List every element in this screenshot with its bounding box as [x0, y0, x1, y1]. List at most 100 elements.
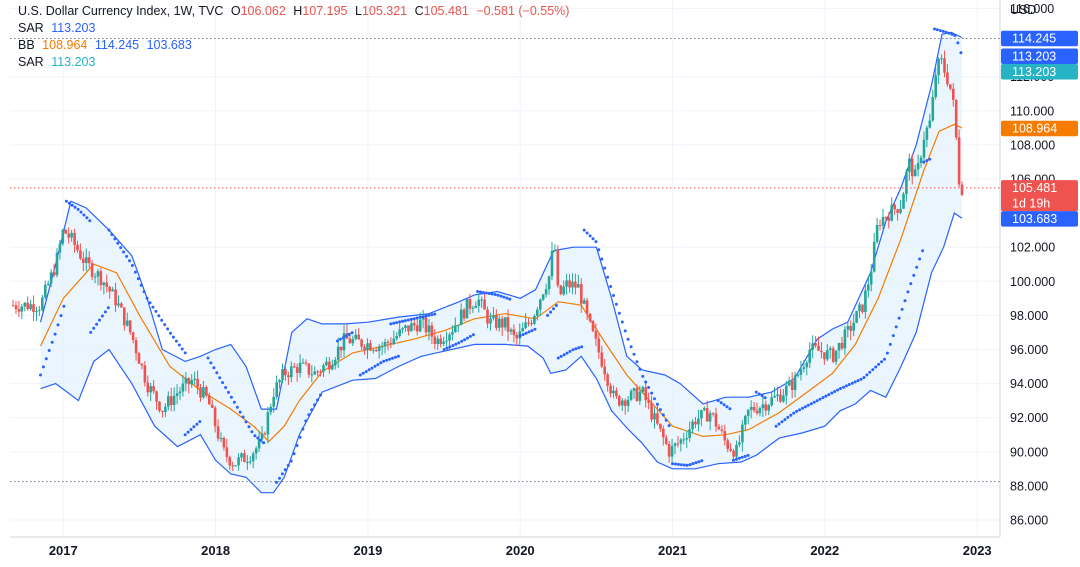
candle-body [943, 58, 946, 73]
sar-dot [554, 304, 558, 307]
sar-dot [76, 207, 80, 211]
legend-sar2-row[interactable]: SAR 113.203 [18, 54, 569, 71]
sar-dot [635, 360, 639, 364]
candle-body [336, 346, 340, 360]
y-tick-label: 108.000 [1010, 138, 1055, 152]
candle-body [196, 378, 199, 388]
candle-body [884, 217, 888, 219]
sar-dot [552, 307, 555, 311]
candle-body [17, 309, 21, 312]
price-badge-bg [1001, 30, 1078, 47]
high-value: 107.195 [302, 4, 348, 18]
sar-dot [953, 34, 957, 37]
candle-body [49, 272, 53, 284]
candle-body [407, 325, 410, 332]
candle-body [240, 453, 243, 458]
price-badge-bg [1001, 64, 1078, 80]
close-label: C [414, 4, 424, 18]
candle-body [729, 448, 732, 451]
sar-dot [786, 415, 790, 419]
candle-body [316, 371, 319, 373]
candle-body [828, 348, 832, 350]
candle-body [254, 448, 258, 454]
sar-dot [253, 434, 257, 438]
price-badge-subtext: 1d 19h [1012, 197, 1050, 211]
candle-body [960, 184, 964, 195]
sar-dot [682, 463, 686, 467]
sar-dot [728, 407, 732, 411]
candle-body [208, 395, 211, 405]
sar-dot [626, 337, 630, 341]
candle-body [890, 204, 893, 221]
candle-body [679, 439, 683, 444]
sar-dot [582, 228, 586, 232]
candle-body [612, 390, 615, 394]
sar-dot [148, 301, 152, 305]
sar-dot [142, 290, 146, 294]
sar-dot [139, 283, 143, 287]
candle-body [887, 217, 891, 221]
sar-dot [298, 435, 302, 439]
legend-bb-row[interactable]: BB 108.964 114.245 103.683 [18, 37, 569, 54]
sar-dot [629, 345, 633, 349]
sar-dot [415, 316, 419, 320]
sar-dot [806, 403, 810, 407]
candle-body [102, 282, 106, 285]
x-tick-label: 2022 [810, 543, 839, 558]
candle-body [290, 366, 293, 378]
sar-dot [448, 345, 452, 349]
candle-body [536, 309, 539, 316]
sar-dot [614, 302, 618, 306]
candle-body [495, 315, 498, 328]
candle-body [527, 322, 530, 324]
sar-dot [292, 452, 296, 456]
candle-body [251, 453, 255, 462]
candle-body [424, 317, 428, 333]
candle-body [937, 59, 940, 76]
candle-body [319, 371, 322, 373]
plot-area [10, 0, 1000, 537]
candle-body [541, 294, 545, 300]
candle-body [670, 446, 674, 457]
candle-body [787, 380, 791, 386]
candle-body [205, 387, 208, 396]
candle-body [805, 362, 809, 368]
sar-dot [370, 366, 374, 370]
candle-body [826, 350, 829, 360]
sar-dot [891, 334, 895, 338]
candle-body [685, 438, 688, 440]
sar-dot [606, 275, 610, 279]
sar-dot [671, 462, 674, 466]
candle-body [178, 391, 182, 394]
sar-dot [783, 418, 787, 422]
sar-dot [959, 51, 963, 55]
candle-body [925, 127, 929, 140]
candle-body [202, 387, 205, 398]
legend-sar-row[interactable]: SAR 113.203 [18, 20, 569, 37]
sar-dot [247, 425, 251, 429]
candle-body [38, 309, 41, 311]
candle-body [126, 320, 129, 326]
sar-dot [839, 387, 842, 390]
price-badge: 114.245 [1001, 30, 1078, 47]
candle-body [559, 285, 563, 295]
candle-body [454, 325, 457, 332]
sar-dot [235, 405, 239, 409]
sar-dot [743, 454, 747, 458]
sar-dot [944, 30, 948, 34]
price-badge: 103.683 [1001, 211, 1078, 227]
sar-dot [795, 409, 799, 413]
candle-body [817, 345, 820, 351]
sar-dot [918, 257, 922, 261]
candle-body [905, 171, 908, 194]
sar-dot [950, 32, 954, 36]
sar-dot [62, 304, 66, 308]
candle-body [477, 299, 481, 306]
legend-ohlc-row: U.S. Dollar Currency Index, 1W, TVC O106… [18, 3, 569, 20]
sar-dot [278, 476, 281, 480]
candle-body [741, 424, 744, 443]
candle-body [67, 233, 70, 238]
sar-dot [295, 444, 299, 447]
candle-body [439, 338, 442, 344]
